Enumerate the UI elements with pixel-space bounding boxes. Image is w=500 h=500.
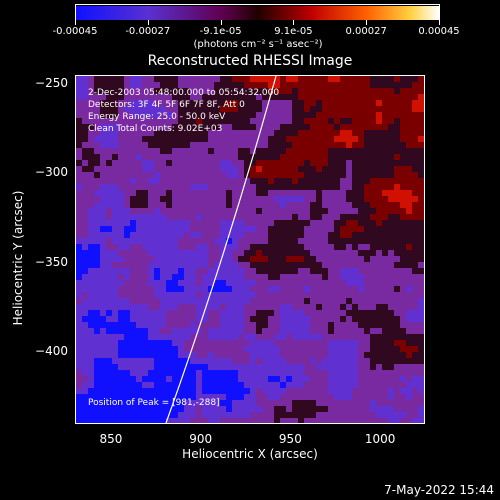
image-title: Reconstructed RHESSI Image <box>147 53 353 69</box>
rhessi-image-plot: 2-Dec-2003 05:48:00.000 to 05:54:32.000 … <box>75 75 425 424</box>
colorbar-tick-label: 0.00027 <box>345 26 387 37</box>
colorbar-tick-label: 0.00045 <box>418 26 460 37</box>
colorbar <box>75 4 440 20</box>
colorbar-tick <box>439 20 440 25</box>
y-tick-label: −300 <box>35 165 68 180</box>
y-tick-label: −400 <box>35 344 68 359</box>
x-axis-label: Heliocentric X (arcsec) <box>182 447 318 461</box>
info-peak-position: Position of Peak = [981,-288] <box>88 398 220 408</box>
colorbar-tick <box>366 20 368 25</box>
colorbar-tick <box>293 20 295 25</box>
info-energy-range: Energy Range: 25.0 - 50.0 keV <box>88 112 226 122</box>
colorbar-tick <box>147 20 149 25</box>
x-tick-label: 950 <box>278 432 302 446</box>
colorbar-tick-label: -0.00027 <box>125 26 171 37</box>
colorbar-tick <box>220 20 222 25</box>
colorbar-tick-label: -0.00045 <box>52 26 98 37</box>
timestamp: 7-May-2022 15:44 <box>384 483 494 497</box>
y-axis-label: Heliocentric Y (arcsec) <box>11 190 25 326</box>
colorbar-tick-label: 9.1e-05 <box>274 26 313 37</box>
solar-limb-line <box>165 76 277 423</box>
colorbar-tick-label: -9.1e-05 <box>199 26 242 37</box>
colorbar-gradient <box>76 6 439 20</box>
y-tick-label: −250 <box>35 75 68 90</box>
heatmap <box>76 76 424 423</box>
y-tick-label: −350 <box>35 254 68 269</box>
x-tick-label: 900 <box>189 432 213 446</box>
info-time-range: 2-Dec-2003 05:48:00.000 to 05:54:32.000 <box>88 88 280 98</box>
info-detectors: Detectors: 3F 4F 5F 6F 7F 8F, Att 0 <box>88 100 245 110</box>
info-method-counts: Clean Total Counts: 9.02E+03 <box>88 124 223 134</box>
x-tick-label: 850 <box>99 432 123 446</box>
x-tick-label: 1000 <box>364 432 396 446</box>
colorbar-units: (photons cm⁻² s⁻¹ asec⁻²) <box>193 39 323 50</box>
colorbar-tick <box>75 20 76 25</box>
